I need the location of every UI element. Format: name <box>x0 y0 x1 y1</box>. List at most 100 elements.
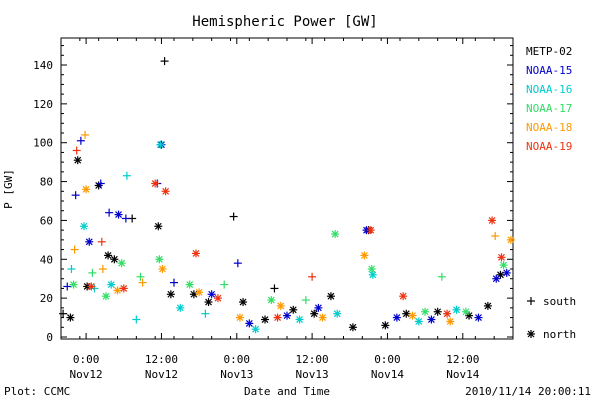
y-tick-label: 20 <box>40 292 53 305</box>
x-tick-day-label: Nov13 <box>296 368 329 381</box>
marker-stroke <box>409 312 416 320</box>
data-point <box>71 191 80 200</box>
data-point <box>69 280 78 289</box>
marker-stroke <box>155 255 163 263</box>
data-point <box>201 309 210 318</box>
data-point <box>151 179 160 188</box>
marker-stroke <box>66 314 74 321</box>
marker-stroke <box>475 314 482 321</box>
data-point <box>474 313 483 322</box>
data-point <box>136 272 145 281</box>
data-point <box>176 303 185 312</box>
data-point <box>239 298 248 307</box>
data-point <box>160 57 169 66</box>
data-point <box>73 156 82 165</box>
marker-stroke <box>274 314 282 321</box>
marker-stroke <box>415 318 423 325</box>
data-point <box>63 282 72 291</box>
marker-stroke <box>167 290 175 298</box>
marker-legend-symbol <box>527 330 535 338</box>
data-point <box>82 185 91 194</box>
data-point <box>314 303 323 312</box>
data-point <box>367 265 376 273</box>
data-point <box>166 290 175 299</box>
marker-stroke <box>381 321 389 329</box>
x-tick-day-label: Nov13 <box>220 368 253 381</box>
marker-stroke <box>319 314 326 321</box>
marker-stroke <box>369 271 377 279</box>
legend-entry: NOAA-17 <box>526 102 572 115</box>
marker-stroke <box>349 323 357 331</box>
data-point <box>85 237 94 246</box>
data-point <box>414 317 423 326</box>
legend-entry: NOAA-16 <box>526 83 572 96</box>
marker-stroke <box>239 298 247 306</box>
data-point <box>204 298 213 307</box>
marker-stroke <box>492 275 500 283</box>
data-point <box>392 313 401 322</box>
marker-stroke <box>277 302 285 310</box>
legend-entry: NOAA-18 <box>526 121 572 134</box>
y-tick-label: 80 <box>40 176 53 189</box>
y-tick-label: 140 <box>33 59 53 72</box>
data-point <box>156 140 165 149</box>
data-point <box>98 265 107 273</box>
marker-stroke <box>118 259 126 267</box>
data-point <box>491 231 500 240</box>
marker-stroke <box>427 316 435 323</box>
marker-stroke <box>484 302 492 310</box>
data-point <box>117 259 126 268</box>
data-point <box>331 230 340 239</box>
x-tick-time-label: 12:00 <box>296 353 329 366</box>
data-point <box>251 325 260 334</box>
y-axis-label: P [GW] <box>2 169 15 209</box>
data-point <box>87 282 96 291</box>
y-tick-label: 120 <box>33 98 53 111</box>
marker-stroke <box>214 294 222 302</box>
marker-legend-label: north <box>543 328 576 341</box>
marker-stroke <box>267 296 275 304</box>
data-point <box>132 315 141 324</box>
data-point <box>368 270 377 279</box>
marker-stroke <box>87 283 95 290</box>
marker-stroke <box>465 312 473 320</box>
marker-stroke <box>80 222 88 230</box>
y-tick-label: 40 <box>40 253 53 266</box>
marker-legend-symbol <box>527 297 535 305</box>
data-point <box>427 315 436 324</box>
marker-stroke <box>156 141 164 149</box>
marker-stroke <box>252 325 260 333</box>
x-axis: 0:00 Nov12 12:00 Nov12 0:00 Nov13 12:00 Nov13 0:… <box>60 38 514 381</box>
marker-stroke <box>120 285 128 292</box>
marker-stroke <box>159 265 166 273</box>
legend-entry: NOAA-19 <box>526 140 572 153</box>
marker-stroke <box>162 187 170 195</box>
marker-stroke <box>245 319 253 327</box>
data-point <box>433 307 442 316</box>
data-point <box>213 294 222 303</box>
marker-stroke <box>115 211 122 219</box>
data-point <box>483 301 492 310</box>
marker-stroke <box>236 314 244 321</box>
data-point <box>295 315 304 324</box>
data-point <box>233 259 242 268</box>
data-point <box>497 253 506 262</box>
marker-stroke <box>327 292 335 300</box>
data-point <box>113 286 122 295</box>
plot-frame <box>60 37 514 340</box>
marker-stroke <box>154 222 162 230</box>
data-point <box>488 216 497 225</box>
y-tick-label: 0 <box>46 331 53 344</box>
data-points <box>59 57 515 334</box>
plot-source: Plot: CCMC <box>4 385 70 398</box>
data-point <box>80 222 89 231</box>
marker-stroke <box>102 292 110 300</box>
x-tick-time-label: 12:00 <box>446 353 479 366</box>
marker-stroke <box>507 236 515 244</box>
data-point <box>94 181 103 190</box>
marker-stroke <box>331 230 339 238</box>
data-point <box>446 317 455 326</box>
x-tick-day-label: Nov14 <box>371 368 404 381</box>
data-point <box>155 255 164 264</box>
